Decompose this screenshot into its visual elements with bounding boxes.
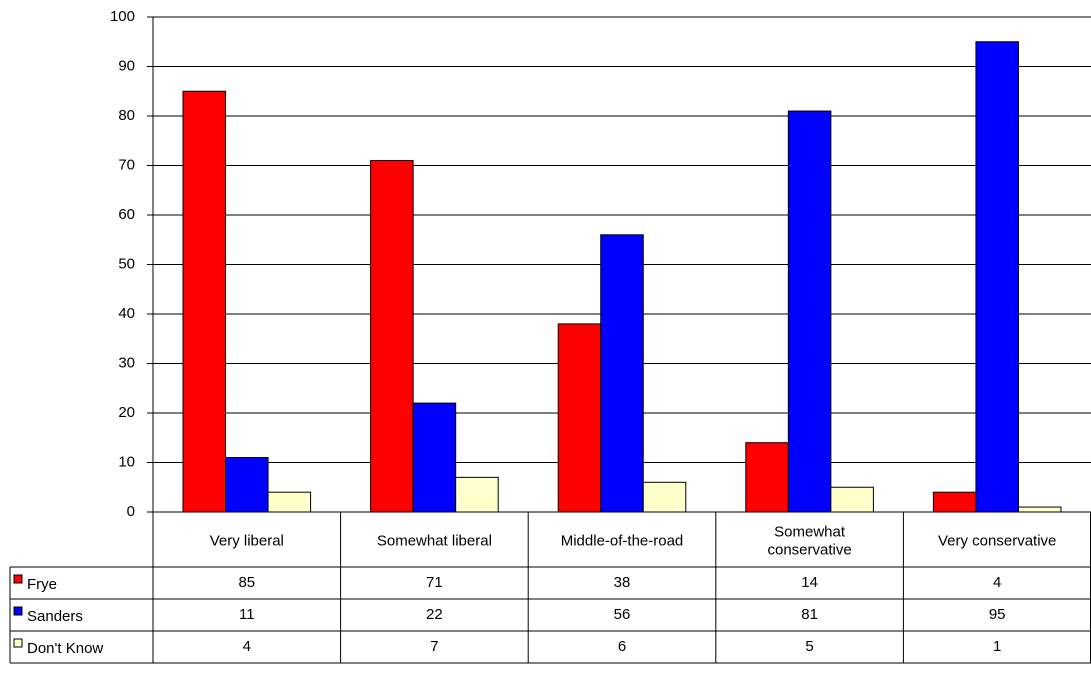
- bar: [787, 110, 832, 513]
- legend-key: [13, 606, 23, 616]
- table-value: 95: [989, 606, 1006, 623]
- table-value: 56: [614, 606, 631, 623]
- table-value: 14: [801, 574, 818, 591]
- y-tick-label: 90: [118, 57, 135, 74]
- legend-label: Frye: [27, 576, 57, 593]
- bar: [830, 486, 874, 513]
- table-value: 5: [805, 638, 813, 655]
- table-value: 6: [618, 638, 626, 655]
- table-value: 4: [993, 574, 1001, 591]
- y-tick-label: 100: [110, 8, 135, 25]
- table-value: 38: [614, 574, 631, 591]
- table-value: 11: [239, 606, 255, 623]
- bar: [267, 491, 312, 513]
- y-tick-label: 50: [118, 255, 135, 272]
- table-value: 1: [993, 638, 1001, 655]
- y-tick-label: 40: [118, 305, 135, 322]
- category-label: Somewhat liberal: [377, 532, 492, 549]
- legend-label: Don't Know: [27, 640, 103, 657]
- bar: [745, 442, 789, 513]
- table-value: 22: [426, 606, 443, 623]
- table-value: 71: [426, 574, 443, 591]
- y-tick-label: 80: [118, 107, 135, 124]
- bar: [557, 323, 602, 513]
- table-value: 4: [243, 638, 251, 655]
- y-tick-label: 70: [118, 156, 135, 173]
- bar: [600, 234, 644, 513]
- y-tick-label: 30: [118, 354, 135, 371]
- y-tick-label: 0: [127, 503, 135, 520]
- table-value: 7: [430, 638, 438, 655]
- bar: [932, 491, 977, 513]
- bar: [455, 476, 499, 513]
- bar: [412, 402, 457, 513]
- bar: [182, 90, 227, 513]
- table-value: 85: [238, 574, 255, 591]
- y-tick-label: 60: [118, 206, 135, 223]
- bar: [642, 481, 687, 513]
- y-tick-label: 10: [118, 453, 135, 470]
- table-value: 81: [801, 606, 818, 623]
- bar: [225, 457, 269, 513]
- bar: [370, 160, 414, 513]
- bar: [975, 41, 1019, 513]
- category-label: Very conservative: [938, 532, 1056, 549]
- legend-key: [13, 638, 23, 648]
- category-label: Somewhat conservative: [767, 523, 851, 558]
- legend-label: Sanders: [27, 608, 83, 625]
- y-tick-label: 20: [118, 404, 135, 421]
- category-label: Middle-of-the-road: [561, 532, 684, 549]
- category-label: Very liberal: [210, 532, 284, 549]
- bar: [1017, 506, 1062, 513]
- legend-key: [13, 574, 23, 584]
